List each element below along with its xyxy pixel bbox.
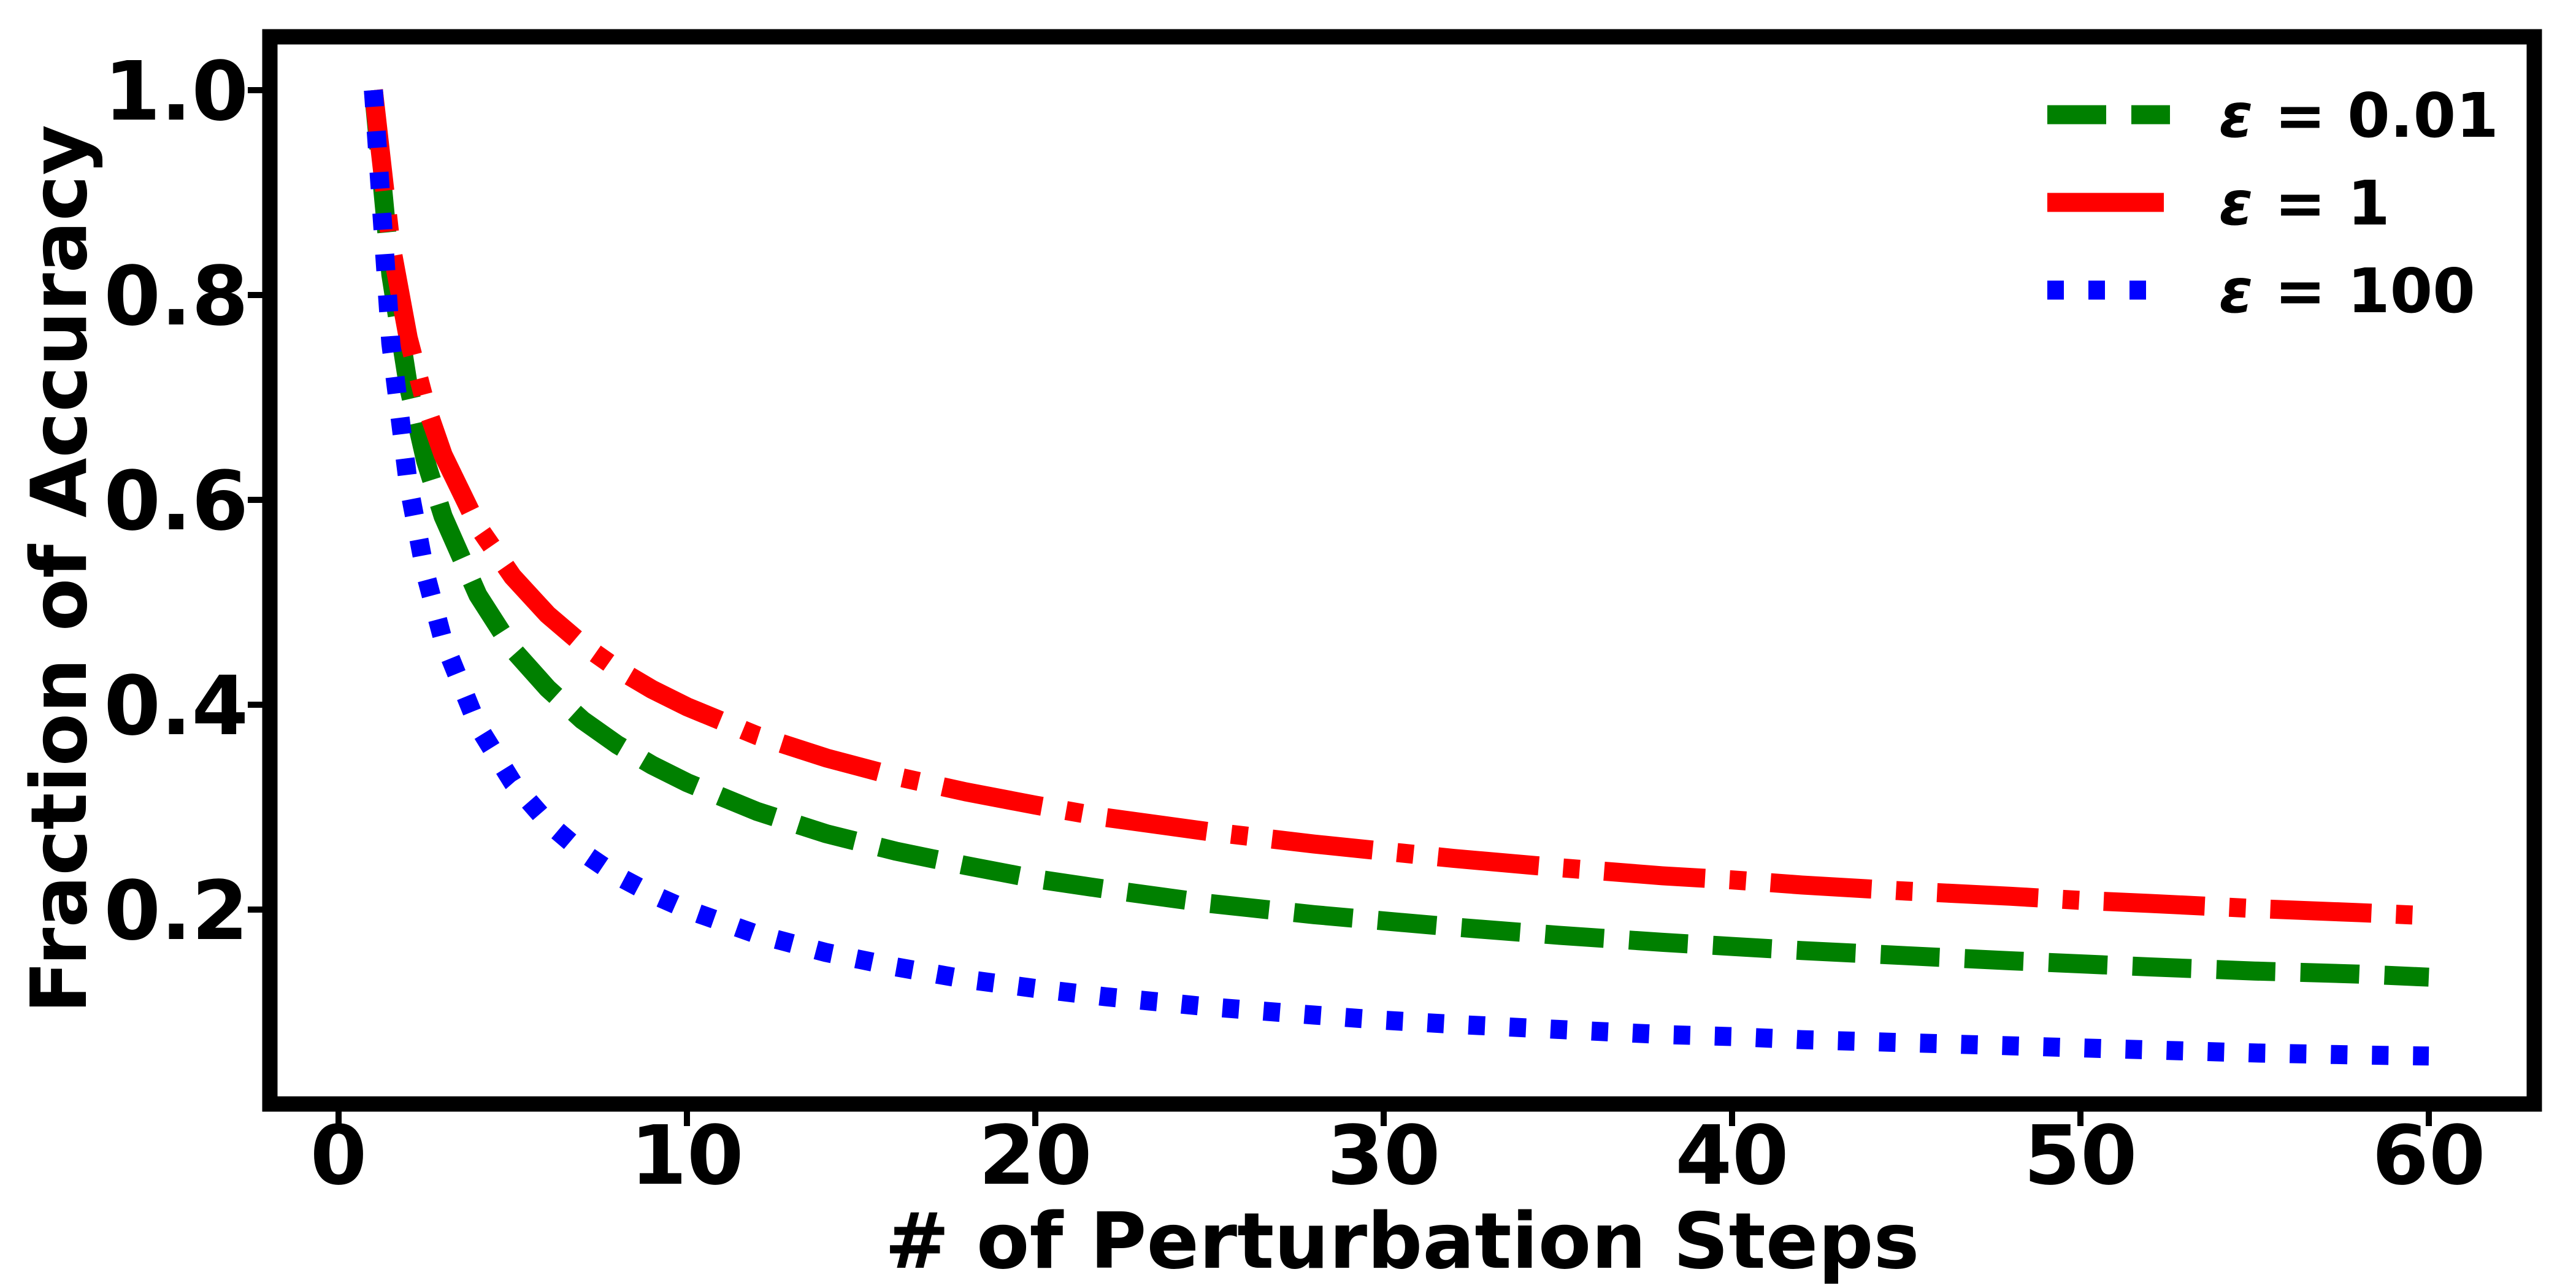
- x-axis-label: # of Perturbation Steps: [884, 1196, 1919, 1286]
- axes-frame: [262, 29, 2542, 1112]
- series-lines: [364, 89, 2429, 1066]
- legend: ε = 0.01 ε = 1 ε = 100: [2047, 80, 2499, 327]
- x-tick-label: 0: [310, 1109, 367, 1203]
- x-tick-label: 10: [630, 1109, 743, 1203]
- x-tick-label: 20: [978, 1109, 1092, 1203]
- x-axis-ticks: [335, 1111, 2432, 1126]
- x-tick-label: 40: [1675, 1109, 1788, 1203]
- x-tick-label: 50: [2023, 1109, 2137, 1203]
- x-tick-label: 60: [2372, 1109, 2485, 1203]
- legend-label: ε = 0.01: [2219, 80, 2499, 151]
- y-tick-labels: 1.0 0.8 0.6 0.4 0.2: [104, 45, 248, 959]
- series-line-0: [364, 89, 2429, 987]
- y-tick-label: 0.4: [104, 659, 248, 754]
- y-tick-label: 0.2: [104, 864, 248, 959]
- x-tick-labels: 0 10 20 30 40 50 60: [310, 1109, 2486, 1203]
- y-axis-ticks: [248, 87, 263, 913]
- x-tick-label: 30: [1327, 1109, 1440, 1203]
- y-tick-label: 0.8: [104, 250, 248, 344]
- legend-label: ε = 100: [2219, 255, 2475, 327]
- legend-label: ε = 1: [2219, 167, 2390, 239]
- series-line-2: [364, 89, 2429, 1066]
- y-tick-label: 1.0: [104, 45, 248, 139]
- y-tick-label: 0.6: [104, 454, 248, 549]
- y-axis-label: Fraction of Accuracy: [14, 125, 104, 1013]
- series-line-1: [364, 89, 2429, 926]
